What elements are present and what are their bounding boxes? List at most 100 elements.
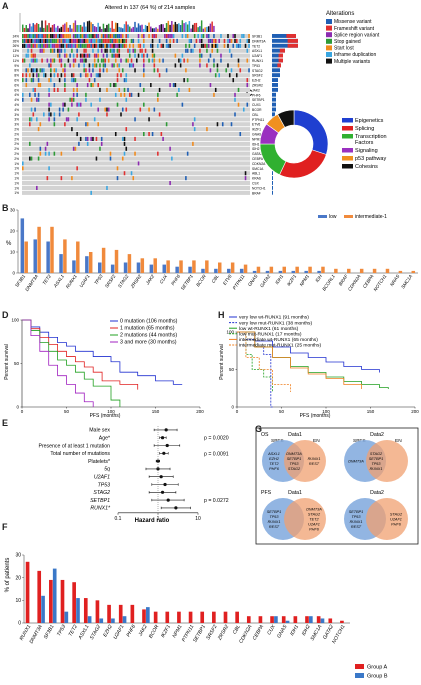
forest-hr-point — [166, 498, 170, 502]
oncoprint-mutation-cell — [93, 43, 96, 48]
f-bar — [25, 561, 30, 623]
oncoprint-mutation-cell — [97, 107, 99, 112]
oncoprint-mutation-cell — [188, 43, 191, 48]
oncoprint-side-bar — [272, 63, 281, 68]
oncoprint-mutation-cell — [72, 78, 75, 83]
oncoprint-mutation-cell — [29, 141, 31, 146]
oncoprint-mutation-cell — [76, 83, 78, 88]
f-category-label: CBL — [232, 624, 242, 636]
forest-x-tick-label: 10 — [195, 516, 201, 522]
d-km-curve — [22, 319, 183, 385]
oncoprint-mutation-cell — [246, 78, 249, 83]
oncoprint-row-bg — [22, 38, 250, 43]
oncoprint-mutation-cell — [153, 53, 156, 58]
oncoprint-mutation-cell — [121, 136, 124, 141]
oncoprint-mutation-cell — [29, 73, 31, 78]
oncoprint-mutation-cell — [60, 73, 63, 78]
oncoprint-mutation-cell — [134, 151, 136, 156]
oncoprint-mutation-cell — [116, 73, 119, 78]
oncoprint-mutation-cell — [106, 38, 108, 43]
oncoprint-mutation-cell — [132, 43, 135, 48]
f-bar — [83, 598, 88, 623]
oncoprint-mutation-cell — [60, 63, 63, 68]
d-xlabel: PFS (months) — [90, 413, 121, 419]
b-category-label: CEBPA — [362, 274, 375, 289]
oncoprint-mutation-cell — [58, 78, 61, 83]
oncoprint-mutation-cell — [51, 58, 54, 63]
b-bar — [347, 268, 351, 273]
f-category-label: EZH2 — [102, 624, 114, 638]
oncoprint-mutation-cell — [41, 38, 43, 43]
h-xlabel: PFS (months) — [300, 413, 331, 419]
oncoprint-mutation-cell — [220, 58, 222, 63]
oncoprint-mutation-cell — [141, 53, 143, 58]
oncoprint-mutation-cell — [141, 34, 143, 39]
f-bar — [200, 611, 205, 623]
oncoprint-mutation-cell — [143, 58, 145, 63]
f-bar — [165, 611, 170, 623]
oncoprint-mutation-cell — [27, 48, 29, 53]
oncoprint-mutation-cell — [74, 34, 77, 39]
oncoprint-mutation-cell — [130, 171, 133, 176]
oncoprint-mutation-cell — [48, 112, 50, 117]
oncoprint-side-bar — [287, 43, 298, 48]
donut-slice — [259, 143, 287, 176]
oncoprint-top-bar — [55, 27, 57, 32]
venn-gene: ASXL1 — [267, 452, 280, 456]
oncoprint-top-bar — [60, 26, 63, 32]
oncoprint-mutation-cell — [211, 48, 213, 53]
oncoprint-mutation-cell — [64, 63, 66, 68]
oncoprint-mutation-cell — [118, 87, 121, 92]
oncoprint-mutation-cell — [53, 73, 56, 78]
f-bar — [118, 604, 123, 623]
oncoprint-mutation-cell — [92, 83, 94, 88]
oncoprint-mutation-cell — [57, 48, 59, 53]
oncoprint-side-bar — [272, 171, 273, 176]
oncoprint-top-bar — [90, 22, 92, 32]
venn-gene: RUNX1 — [370, 467, 383, 471]
oncoprint-side-bar — [272, 53, 283, 58]
f-bar — [270, 616, 274, 623]
oncoprint-mutation-cell — [58, 34, 61, 39]
oncoprint-mutation-cell — [74, 78, 77, 83]
oncoprint-mutation-cell — [143, 102, 145, 107]
oncoprint-mutation-cell — [113, 48, 115, 53]
d-x-tick-label: 0 — [21, 409, 24, 414]
oncoprint-row-bg — [22, 87, 250, 92]
oncoprint-mutation-cell — [195, 38, 198, 43]
b-category-label: SETBP1 — [180, 273, 194, 291]
alteration-legend-label: Multiple variants — [334, 59, 371, 65]
oncoprint-mutation-cell — [55, 34, 57, 39]
oncoprint-mutation-cell — [48, 34, 50, 39]
b-bar — [239, 268, 244, 273]
oncoprint-mutation-cell — [114, 34, 117, 39]
oncoprint-mutation-cell — [153, 107, 156, 112]
oncoprint-mutation-cell — [100, 43, 103, 48]
oncoprint-top-bar — [27, 28, 29, 32]
oncoprint-mutation-cell — [93, 78, 96, 83]
oncoprint-mutation-cell — [74, 38, 77, 43]
oncoprint-mutation-cell — [97, 83, 99, 88]
oncoprint-top-bar — [211, 21, 213, 32]
oncoprint-mutation-cell — [185, 176, 187, 181]
oncoprint-mutation-cell — [107, 38, 110, 43]
oncoprint-mutation-cell — [97, 43, 99, 48]
oncoprint-mutation-cell — [65, 38, 68, 43]
oncoprint-mutation-cell — [86, 34, 89, 39]
alteration-legend-swatch — [326, 38, 332, 44]
oncoprint-mutation-cell — [179, 58, 182, 63]
oncoprint-mutation-cell — [248, 43, 250, 48]
oncoprint-mutation-cell — [50, 38, 52, 43]
oncoprint-mutation-cell — [48, 78, 50, 83]
oncoprint-gene-percent: 9% — [14, 64, 19, 68]
oncoprint-mutation-cell — [171, 34, 173, 39]
b-category-label: NRAS — [389, 273, 401, 287]
oncoprint-mutation-cell — [106, 185, 108, 190]
alteration-legend-swatch — [326, 19, 332, 24]
oncoprint-mutation-cell — [160, 132, 163, 137]
f-bar — [64, 611, 69, 623]
oncoprint-top-bar — [104, 28, 106, 32]
oncoprint-top-bar — [118, 26, 120, 32]
oncoprint-mutation-cell — [32, 87, 35, 92]
oncoprint-side-bar — [272, 185, 273, 190]
